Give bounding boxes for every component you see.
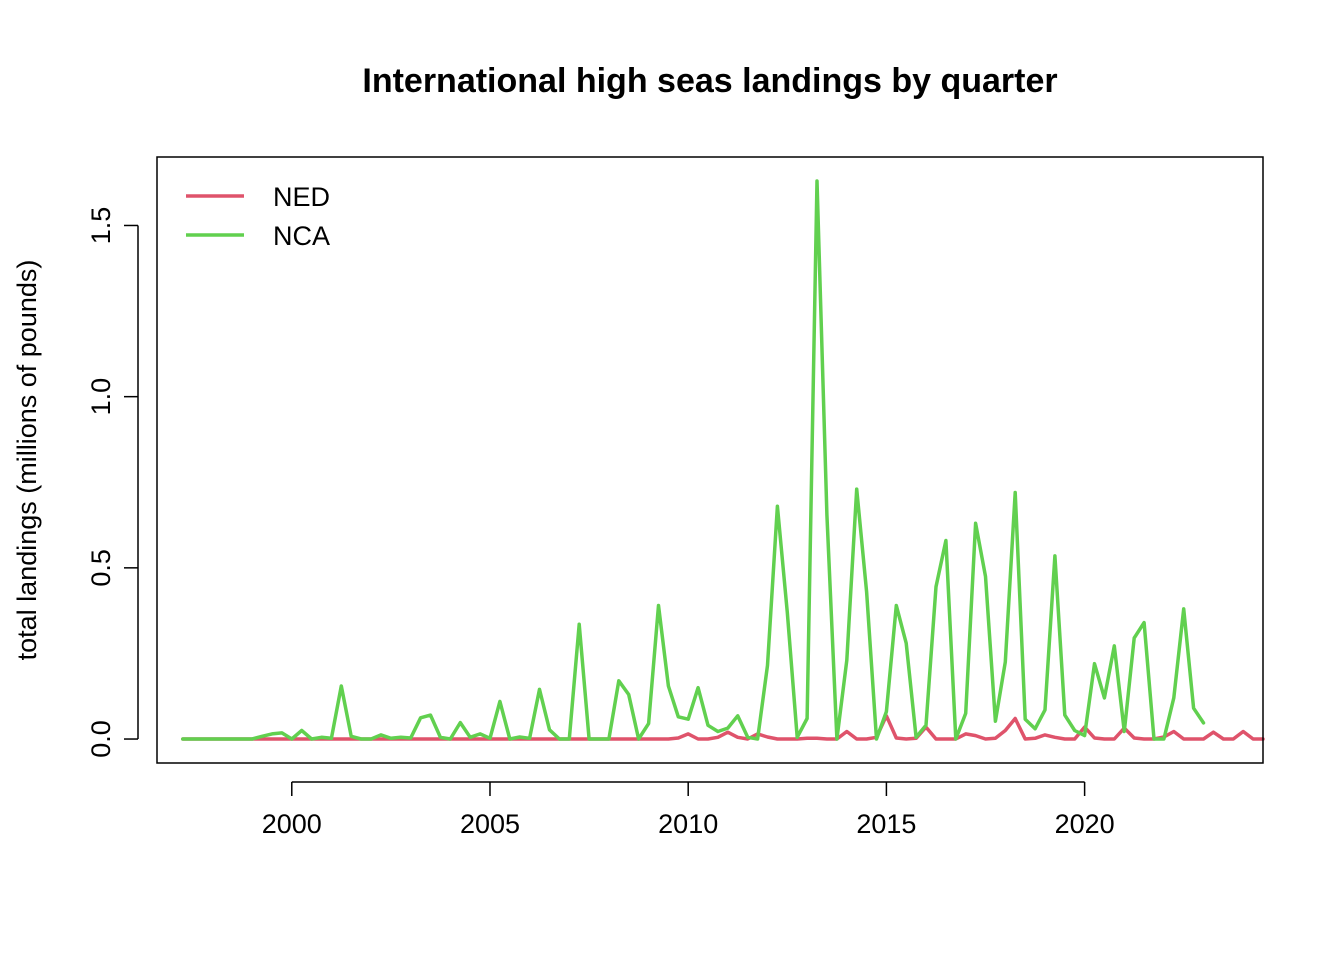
- y-tick-label: 0.0: [86, 720, 116, 758]
- x-tick-label: 2010: [658, 809, 718, 839]
- chart-title: International high seas landings by quar…: [362, 62, 1057, 100]
- x-axis: 2000 2005 2010 2015 2020: [262, 781, 1115, 839]
- y-tick-label: 1.5: [86, 207, 116, 245]
- x-tick-label: 2005: [460, 809, 520, 839]
- y-axis-label: total landings (millions of pounds): [12, 260, 42, 661]
- plot-lines: [181, 179, 1265, 741]
- series-line-nca: [181, 179, 1206, 741]
- x-tick-label: 2020: [1055, 809, 1115, 839]
- legend: NED NCA: [186, 182, 330, 251]
- legend-label-nca: NCA: [273, 221, 330, 251]
- x-tick-label: 2015: [856, 809, 916, 839]
- y-axis: 0.0 0.5 1.0 1.5: [86, 207, 139, 758]
- plot-frame: [156, 156, 1264, 764]
- legend-label-ned: NED: [273, 182, 330, 212]
- series-line-ned: [181, 714, 1265, 741]
- y-tick-label: 0.5: [86, 549, 116, 587]
- x-tick-label: 2000: [262, 809, 322, 839]
- y-tick-label: 1.0: [86, 378, 116, 416]
